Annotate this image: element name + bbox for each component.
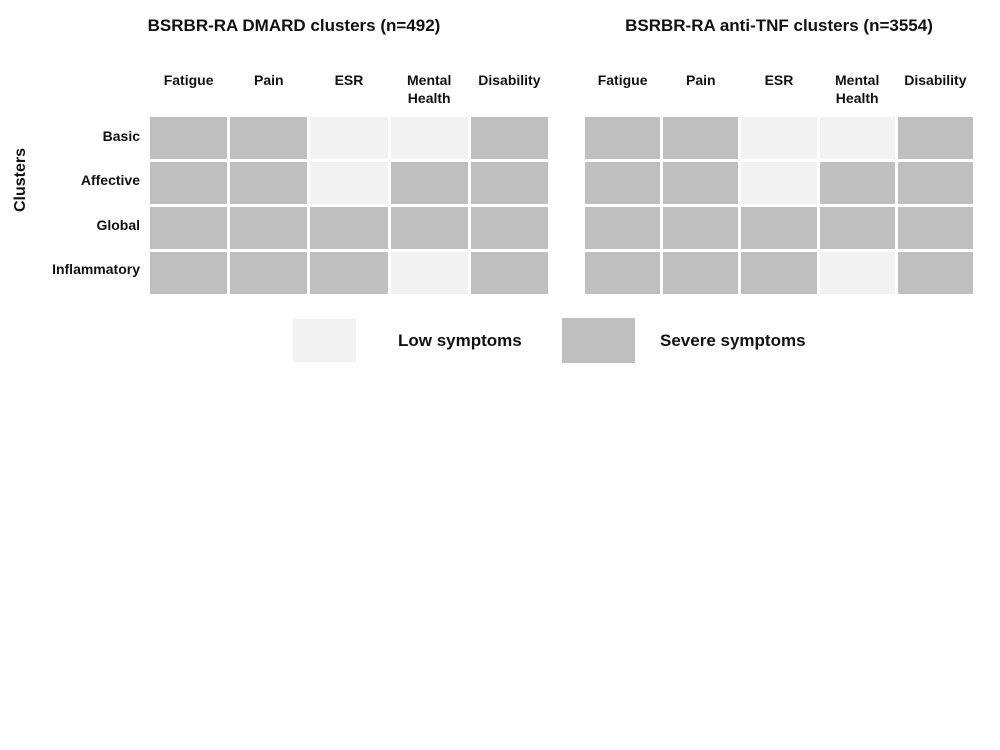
heatmap-cell-severe [150,207,228,249]
panel-title-anti-tnf: BSRBR-RA anti-TNF clusters (n=3554) [625,16,933,35]
heatmap-cell-severe [819,207,895,249]
row-label: Inflammatory [52,260,140,277]
cluster-row-labels: Basic Affective Global Inflammatory [0,117,140,294]
column-header: Disability [478,72,541,88]
row-label: Affective [80,172,140,189]
heatmap-cell-severe [897,252,973,294]
column-header: Pain [254,72,284,88]
heatmap-cell-severe [741,252,817,294]
heatmap-cell-severe [470,117,548,159]
column-headers-dmard: Fatigue Pain ESR Mental Health Disability [150,71,548,116]
heatmap-cell-severe [663,207,739,249]
heatmap-cell-severe [230,252,308,294]
heatmap-cell-low [390,117,468,159]
heatmap-cell-severe [585,207,661,249]
heatmap-cell-severe [470,162,548,204]
heatmap-cell-severe [230,117,308,159]
heatmap-cell-severe [585,162,661,204]
heatmap-cell-low [741,162,817,204]
heatmap-cell-severe [310,252,388,294]
column-header: Fatigue [597,72,648,88]
column-header: Mental Health [835,72,880,107]
heatmap-cell-low [819,252,895,294]
heatmap-cell-severe [585,117,661,159]
panel-title-dmard: BSRBR-RA DMARD clusters (n=492) [147,16,441,35]
row-label: Basic [102,128,140,145]
heatmap-cell-severe [150,162,228,204]
heatmap-anti-tnf [585,117,973,294]
heatmap-cell-severe [390,162,468,204]
heatmap-cell-low [741,117,817,159]
legend-label-severe-symptoms: Severe symptoms [660,330,806,350]
column-header: Mental Health [407,72,452,107]
heatmap-cell-severe [819,162,895,204]
heatmap-cell-severe [897,207,973,249]
heatmap-cell-severe [310,207,388,249]
heatmap-cell-severe [230,162,308,204]
heatmap-cell-severe [741,207,817,249]
legend-swatch-severe-symptoms [562,318,635,363]
heatmap-cell-severe [897,117,973,159]
heatmap-cell-severe [663,162,739,204]
column-header: Fatigue [163,72,214,88]
column-headers-anti-tnf: Fatigue Pain ESR Mental Health Disability [585,71,973,116]
legend-label-low-symptoms: Low symptoms [398,330,522,350]
column-header: Pain [686,72,716,88]
heatmap-cell-severe [150,117,228,159]
row-label: Global [96,216,140,233]
heatmap-cell-severe [663,117,739,159]
heatmap-cell-low [390,252,468,294]
column-header: ESR [764,72,794,88]
legend-swatch-low-symptoms [293,319,356,362]
heatmap-cell-severe [897,162,973,204]
heatmap-dmard [150,117,548,294]
column-header: Disability [904,72,967,88]
heatmap-cell-severe [663,252,739,294]
heatmap-cell-severe [470,252,548,294]
heatmap-cell-severe [150,252,228,294]
heatmap-cell-severe [470,207,548,249]
heatmap-cell-severe [230,207,308,249]
heatmap-cell-low [819,117,895,159]
heatmap-cell-severe [585,252,661,294]
column-header: ESR [334,72,364,88]
heatmap-cell-low [310,162,388,204]
heatmap-cell-severe [390,207,468,249]
heatmap-cell-low [310,117,388,159]
